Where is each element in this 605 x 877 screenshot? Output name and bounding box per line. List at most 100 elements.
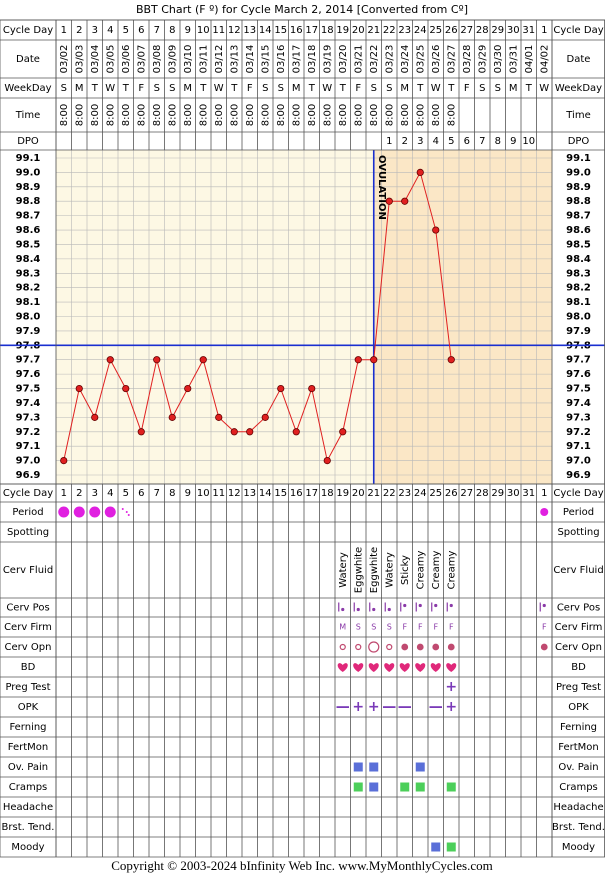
cell-text: 26 — [445, 25, 458, 36]
row-label: Ferning — [9, 722, 46, 733]
temperature-point — [246, 428, 254, 436]
cell-text: 8:00 — [415, 104, 426, 126]
symbol: + — [368, 699, 380, 715]
symbol: — — [398, 699, 412, 715]
cell-text: 8:00 — [307, 104, 318, 126]
y-tick-label: 98.0 — [566, 312, 591, 323]
cell-text: 15 — [274, 25, 287, 36]
row-label: Cerv Fluid — [553, 565, 603, 576]
period-dot — [73, 506, 85, 518]
symbol: + — [445, 699, 457, 715]
y-tick-label: 98.9 — [566, 182, 591, 193]
temperature-point — [230, 428, 238, 436]
symbol: — — [336, 699, 350, 715]
symptom-square — [353, 762, 363, 772]
cerv-pos-dot — [403, 603, 407, 608]
y-tick-label: 98.3 — [16, 268, 41, 279]
temperature-point — [137, 428, 145, 436]
symptom-square — [369, 782, 379, 792]
cerv-firm: F — [542, 623, 547, 632]
cell-text: 1 — [61, 25, 67, 36]
temperature-point — [292, 428, 300, 436]
y-tick-label: 97.4 — [566, 398, 591, 409]
cell-text: 03/17 — [291, 45, 302, 74]
cell-text: W — [105, 83, 115, 94]
cell-text: 18 — [321, 488, 334, 499]
cell-text: 5 — [448, 136, 454, 147]
cell-text: 03/12 — [214, 45, 225, 74]
cell-text: 8:00 — [245, 104, 256, 126]
row-label: Ferning — [560, 722, 597, 733]
cell-text: 2 — [76, 25, 82, 36]
row-label: Cerv Opn — [555, 642, 602, 653]
cell-text: 6 — [138, 25, 144, 36]
cell-text: 8:00 — [369, 104, 380, 126]
cell-text: 03/30 — [493, 45, 504, 74]
cerv-opn — [386, 643, 393, 651]
cerv-fluid: Eggwhite — [353, 547, 364, 593]
cell-text: W — [539, 83, 549, 94]
temperature-point — [261, 413, 269, 421]
cell-text: 03/31 — [508, 45, 519, 74]
cell-text: S — [371, 83, 377, 94]
y-tick-label: 98.4 — [566, 254, 591, 265]
temperature-line — [63, 171, 452, 463]
row-label: DPO — [568, 136, 590, 147]
temperature-point — [91, 413, 99, 421]
cell-text: 8:00 — [167, 104, 178, 126]
row-label: Date — [16, 54, 40, 65]
row-label: Cerv Firm — [555, 622, 603, 633]
y-tick-label: 98.5 — [566, 239, 591, 250]
cell-text: 1 — [61, 488, 67, 499]
cell-text: T — [230, 83, 238, 94]
symptom-square — [446, 782, 456, 792]
row-label: FertMon — [8, 742, 48, 753]
cell-text: S — [154, 83, 160, 94]
cell-text: 22 — [383, 488, 396, 499]
cerv-pos-dot — [341, 607, 345, 612]
cell-text: 20 — [352, 25, 365, 36]
row-label: Preg Test — [5, 682, 50, 693]
cell-text: 6 — [138, 488, 144, 499]
cell-text: 24 — [414, 488, 427, 499]
symptom-square — [415, 762, 425, 772]
row-label: Ov. Pain — [8, 762, 48, 773]
cell-text: 03/07 — [136, 45, 147, 74]
cell-text: S — [61, 83, 67, 94]
temperature-point — [184, 384, 192, 393]
cell-text: 3 — [417, 136, 423, 147]
cell-text: 8:00 — [152, 104, 163, 126]
symptom-square — [400, 782, 410, 792]
cell-text: T — [416, 83, 424, 94]
cell-text: 24 — [414, 25, 427, 36]
row-label: DPO — [17, 136, 39, 147]
cell-text: 8:00 — [214, 104, 225, 126]
luteal-bg — [373, 150, 552, 484]
row-label: Cerv Pos — [6, 603, 49, 614]
cerv-firm: F — [418, 623, 423, 632]
ovulation-label: OVULATION — [376, 155, 387, 220]
y-tick-label: 97.2 — [16, 427, 41, 438]
period-dot — [104, 506, 116, 518]
cerv-fluid: Creamy — [415, 551, 426, 590]
cell-text: 20 — [352, 488, 365, 499]
cell-text: 4 — [433, 136, 439, 147]
cell-text: T — [308, 83, 316, 94]
cell-text: 8:00 — [260, 104, 271, 126]
y-tick-label: 97.3 — [16, 412, 41, 423]
y-tick-label: 97.1 — [566, 441, 591, 452]
cell-text: 12 — [228, 25, 241, 36]
cell-text: 9 — [185, 25, 191, 36]
cell-text: 28 — [476, 488, 489, 499]
cell-text: 8:00 — [400, 104, 411, 126]
cerv-pos-dot — [542, 603, 546, 608]
cell-text: 03/27 — [446, 45, 457, 74]
cell-text: S — [386, 83, 392, 94]
cerv-fluid: Watery — [384, 552, 395, 588]
cell-text: 03/23 — [384, 45, 395, 74]
cell-text: 8:00 — [446, 104, 457, 126]
cell-text: 03/20 — [338, 45, 349, 74]
cell-text: 8:00 — [59, 104, 70, 126]
cell-text: 4 — [107, 488, 113, 499]
